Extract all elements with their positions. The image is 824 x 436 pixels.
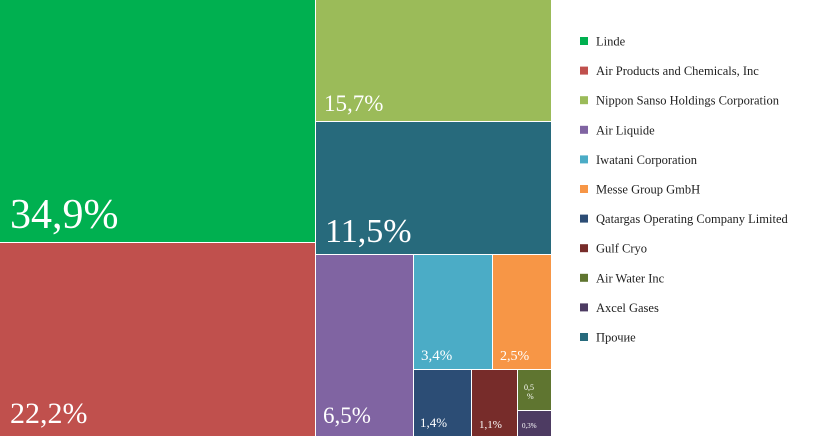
legend-swatch-air-liquide (580, 125, 588, 134)
legend-swatch-linde (580, 37, 588, 45)
tile-linde (0, 0, 315, 242)
tile-gulf-cryo (472, 370, 517, 436)
legend-label-air-liquide: Air Liquide (596, 123, 655, 137)
legend-swatch-messe-group-gmbh (580, 185, 588, 193)
legend-label-air-products-and-chemicals-inc: Air Products and Chemicals, Inc (596, 64, 759, 78)
tile-label-air-products-and-chemicals-inc: 22,2% (10, 397, 88, 430)
legend-swatch-axcel-gases (580, 303, 588, 312)
tile-nippon-sanso-holdings-corporation (316, 0, 551, 121)
legend-swatch-qatargas-operating-company-limited (580, 214, 588, 223)
tile-axcel-gases (518, 411, 551, 436)
legend-label-qatargas-operating-company-limited: Qatargas Operating Company Limited (596, 212, 788, 226)
tile-label-qatargas-operating-company-limited: 1,4% (420, 415, 447, 430)
tile-air-products-and-chemicals-inc (0, 243, 315, 436)
tile-air-water-inc (518, 370, 551, 410)
legend-label-linde: Linde (596, 35, 626, 49)
legend-swatch-nippon-sanso-holdings-corporation (580, 96, 588, 105)
tile-label-iwatani-corporation: 3,4% (421, 348, 452, 364)
tile-label-axcel-gases: 0,3% (522, 422, 537, 430)
legend-label-прочие: Прочие (596, 331, 636, 345)
legend-swatch-iwatani-corporation (580, 155, 588, 164)
tile-iwatani-corporation (414, 255, 492, 369)
tile-label-gulf-cryo: 1,1% (479, 419, 502, 431)
tile-label-messe-group-gmbh: 2,5% (500, 349, 530, 364)
legend-swatch-air-water-inc (580, 273, 588, 282)
legend: Linde Air Products and Chemicals, Inc Nipp… (580, 35, 788, 345)
legend-swatch-gulf-cryo (580, 244, 588, 253)
treemap-tiles: 34,9% 22,2% 15,7% 6,5% 3,4% 2,5% 1,4% 1,1% 0,5 % 0… (0, 0, 551, 436)
legend-label-messe-group-gmbh: Messe Group GmbH (596, 183, 700, 197)
tile-прочие (316, 122, 551, 254)
tile-air-liquide (316, 255, 413, 436)
legend-label-axcel-gases: Axcel Gases (596, 301, 659, 315)
legend-label-nippon-sanso-holdings-corporation: Nippon Sanso Holdings Corporation (596, 94, 780, 108)
legend-swatch-прочие (580, 333, 588, 341)
tile-label-air-water-inc: 0,5% (524, 383, 534, 401)
tile-qatargas-operating-company-limited (414, 370, 471, 436)
legend-label-iwatani-corporation: Iwatani Corporation (596, 153, 698, 167)
tile-messe-group-gmbh (493, 255, 551, 369)
legend-label-gulf-cryo: Gulf Cryo (596, 242, 647, 256)
tile-label-linde: 34,9% (10, 192, 119, 238)
legend-swatch-air-products-and-chemicals-inc (580, 66, 588, 75)
tile-label-air-liquide: 6,5% (323, 403, 371, 428)
tile-label-nippon-sanso-holdings-corporation: 15,7% (324, 91, 383, 116)
legend-label-air-water-inc: Air Water Inc (596, 271, 665, 285)
tile-label-прочие: 11,5% (325, 213, 412, 250)
